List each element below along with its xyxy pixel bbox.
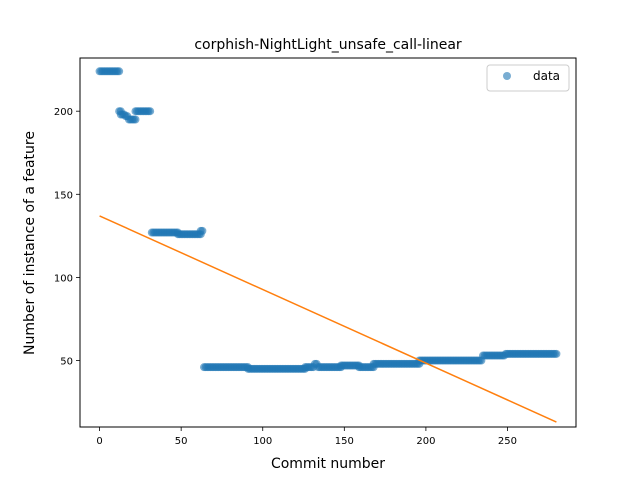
y-tick-label: 200 bbox=[54, 107, 73, 118]
x-tick-label: 0 bbox=[96, 436, 102, 447]
legend-marker-data bbox=[503, 72, 511, 80]
data-point bbox=[146, 107, 155, 116]
x-tick-label: 250 bbox=[498, 436, 517, 447]
y-axis: 50 100 150 200 bbox=[54, 107, 80, 368]
x-axis-label: Commit number bbox=[271, 456, 385, 472]
x-tick-label: 100 bbox=[253, 436, 272, 447]
data-point bbox=[115, 67, 124, 76]
data-point bbox=[131, 115, 140, 124]
x-tick-label: 200 bbox=[416, 436, 435, 447]
linear-fit-line bbox=[99, 215, 557, 423]
legend-box bbox=[486, 64, 570, 92]
plot-frame bbox=[79, 57, 577, 428]
data-point bbox=[198, 226, 207, 235]
x-tick-label: 150 bbox=[335, 436, 354, 447]
plot-marks bbox=[95, 67, 561, 423]
legend-label-data: data bbox=[533, 69, 560, 83]
y-tick-label: 100 bbox=[54, 273, 73, 284]
chart-title: corphish-NightLight_unsafe_call-linear bbox=[194, 37, 462, 53]
x-tick-label: 50 bbox=[175, 436, 188, 447]
data-point bbox=[552, 349, 561, 358]
x-axis: 0 50 100 150 200 250 bbox=[96, 427, 517, 447]
y-axis-label: Number of instance of a feature bbox=[22, 131, 38, 355]
y-tick-label: 50 bbox=[60, 357, 73, 368]
legend: data bbox=[486, 64, 570, 92]
y-tick-label: 150 bbox=[54, 190, 73, 201]
series-data-points bbox=[95, 67, 561, 373]
